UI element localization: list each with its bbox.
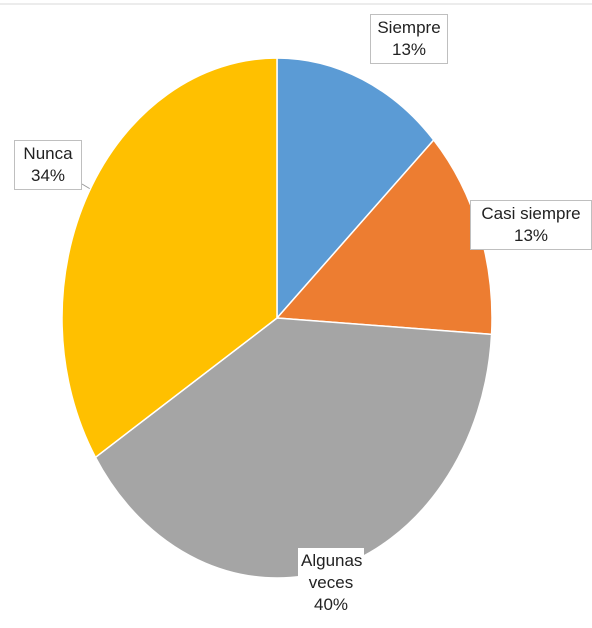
category-label: Nunca (23, 144, 73, 163)
category-label: Siempre (377, 18, 441, 37)
value-label: 34% (30, 166, 66, 185)
data-label: Siempre 13% (370, 14, 448, 64)
category-label: Casi siempre (481, 204, 581, 223)
data-label: Nunca 34% (14, 140, 82, 190)
pie-slice (61, 57, 278, 459)
data-label: Casi siempre 13% (470, 200, 592, 250)
category-label: Algunas veces (301, 551, 363, 592)
data-label: Algunas veces 40% (298, 548, 364, 618)
value-label: 13% (391, 40, 427, 59)
value-label: 13% (513, 226, 549, 245)
pie-slice (276, 57, 435, 320)
value-label: 40% (313, 595, 349, 614)
